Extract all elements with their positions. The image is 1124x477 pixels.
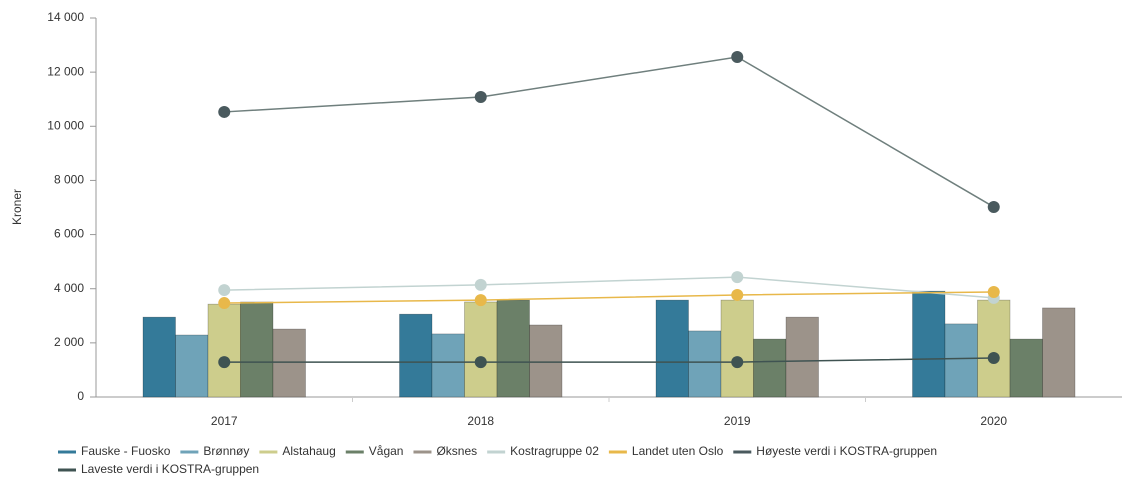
line-marker xyxy=(987,285,1000,298)
bar xyxy=(175,334,209,398)
bar xyxy=(655,299,689,398)
bar xyxy=(688,330,722,398)
legend-label: Alstahaug xyxy=(282,444,335,458)
y-tick-label: 14 000 xyxy=(47,10,84,24)
line-marker xyxy=(474,356,487,369)
legend-label: Fauske - Fuosko xyxy=(81,444,171,458)
y-tick-label: 6 000 xyxy=(54,227,84,241)
line-marker xyxy=(474,294,487,307)
x-tick-label: 2017 xyxy=(211,414,238,428)
y-tick-label: 4 000 xyxy=(54,281,84,295)
bar xyxy=(753,338,787,398)
x-tick-label: 2020 xyxy=(980,414,1007,428)
line-marker xyxy=(731,356,744,369)
bar xyxy=(431,333,465,398)
bar xyxy=(207,303,241,398)
line-marker xyxy=(218,356,231,369)
bar xyxy=(529,324,563,398)
bar xyxy=(464,301,498,398)
bar xyxy=(240,301,274,398)
line-marker xyxy=(218,105,231,118)
bar xyxy=(272,328,306,398)
y-tick-label: 2 000 xyxy=(54,335,84,349)
line-marker xyxy=(987,352,1000,365)
legend-label: Landet uten Oslo xyxy=(632,444,724,458)
y-tick-label: 8 000 xyxy=(54,173,84,187)
x-tick-label: 2018 xyxy=(467,414,494,428)
bar xyxy=(142,316,176,398)
legend-label: Kostragruppe 02 xyxy=(510,444,599,458)
line-marker xyxy=(731,271,744,284)
bar xyxy=(912,290,946,398)
line-marker xyxy=(218,284,231,297)
bar xyxy=(944,323,978,398)
bar xyxy=(1009,338,1043,398)
bar xyxy=(720,299,754,398)
line-marker xyxy=(474,91,487,104)
line xyxy=(224,291,994,304)
bar xyxy=(399,313,433,398)
y-tick-label: 12 000 xyxy=(47,64,84,78)
legend-label: Brønnøy xyxy=(203,444,249,458)
line-marker xyxy=(218,297,231,310)
y-axis-label: Kroner xyxy=(10,189,24,225)
legend-label: Øksnes xyxy=(436,444,477,458)
bar xyxy=(1042,307,1076,398)
line-marker xyxy=(731,50,744,63)
legend-label: Laveste verdi i KOSTRA-gruppen xyxy=(81,462,259,476)
bar xyxy=(496,299,530,398)
line-marker xyxy=(731,288,744,301)
line xyxy=(224,56,995,208)
line xyxy=(224,357,994,363)
bar xyxy=(977,299,1011,398)
line xyxy=(224,276,994,299)
y-tick-label: 0 xyxy=(77,389,84,403)
line-marker xyxy=(987,200,1000,213)
legend-label: Vågan xyxy=(369,444,404,458)
line-marker xyxy=(474,278,487,291)
y-tick-label: 10 000 xyxy=(47,118,84,132)
legend-label: Høyeste verdi i KOSTRA-gruppen xyxy=(756,444,937,458)
x-tick-label: 2019 xyxy=(724,414,751,428)
bar xyxy=(785,316,819,398)
